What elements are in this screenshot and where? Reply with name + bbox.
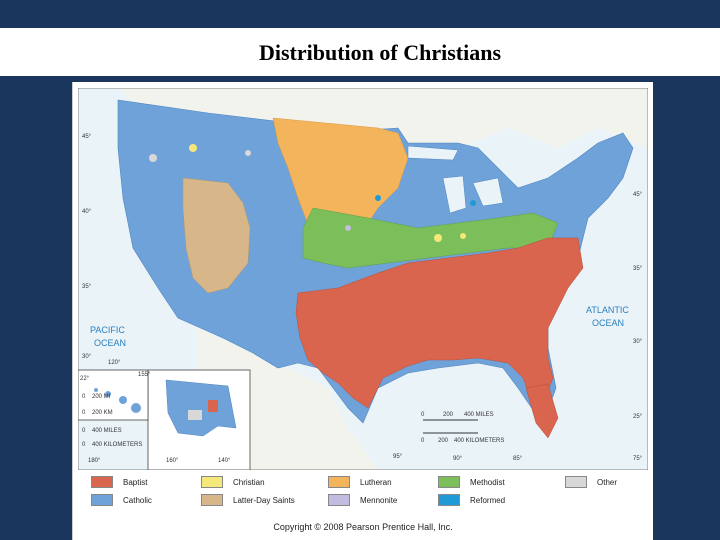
pacific-ocean-label-line1: PACIFIC — [90, 325, 125, 335]
legend-swatch — [438, 476, 460, 488]
legend-item-lutheran: Lutheran — [328, 474, 392, 490]
lon-140-label: 140° — [218, 458, 231, 464]
legend-item-catholic: Catholic — [91, 492, 152, 508]
hawaii-scale-bar: 0 200 MI 0 200 KM — [82, 394, 113, 416]
christian-spot — [460, 233, 466, 239]
lat-30-right-label: 30° — [633, 339, 643, 345]
main-scale-miles-400: 400 MILES — [464, 412, 494, 418]
mennonite-spot — [345, 225, 351, 231]
legend-label: Reformed — [470, 495, 506, 505]
title-band — [0, 28, 720, 76]
copyright-text: Copyright © 2008 Pearson Prentice Hall, … — [273, 522, 453, 532]
alaska-scale-miles-0: 0 — [82, 428, 86, 434]
atlantic-ocean-label-line2: OCEAN — [592, 318, 624, 328]
main-scale-km-400: 400 KILOMETERS — [454, 438, 504, 444]
alaska-catholic — [165, 379, 237, 437]
florida-baptist — [525, 383, 559, 439]
hawaii-scale-km-0: 0 — [82, 410, 86, 416]
lon-155-label: 155° — [138, 372, 151, 378]
legend-label: Latter-Day Saints — [233, 495, 295, 505]
legend-label: Lutheran — [360, 477, 392, 487]
slide-title: Distribution of Christians — [258, 40, 502, 65]
main-scale-miles-200: 200 — [443, 412, 454, 418]
legend-swatch — [438, 494, 460, 506]
legend-swatch — [328, 476, 350, 488]
lake-huron — [472, 177, 504, 207]
legend-label: Mennonite — [360, 495, 398, 505]
methodist-region — [302, 207, 559, 269]
lat-45-right-label: 45° — [633, 192, 643, 198]
main-scale-bar: 0 200 400 MILES 0 200 400 KILOMETERS — [421, 412, 504, 444]
hawaii-island — [94, 388, 98, 392]
main-scale-miles-0: 0 — [421, 412, 425, 418]
lake-superior — [407, 145, 459, 161]
legend-item-methodist: Methodist — [438, 474, 505, 490]
legend: Baptist Catholic Christian Latter-Day Sa… — [83, 470, 653, 518]
main-scale-km-200: 200 — [438, 438, 449, 444]
latter-day-saints-region — [182, 177, 251, 294]
legend-label: Christian — [233, 477, 265, 487]
hawaii-island — [131, 403, 141, 413]
lon-75-label: 75° — [633, 456, 643, 462]
canada-region — [118, 88, 648, 148]
atlantic-ocean-label-line1: ATLANTIC — [586, 305, 629, 315]
lon-180-label: 180° — [88, 458, 101, 464]
lat-30-label: 30° — [82, 354, 92, 360]
legend-item-other: Other — [565, 474, 617, 490]
hawaii-island — [105, 391, 111, 397]
lat-35-label: 35° — [82, 284, 92, 290]
reformed-spot — [375, 195, 381, 201]
lat-40-label: 40° — [82, 209, 92, 215]
legend-swatch — [328, 494, 350, 506]
alaska-baptist — [208, 400, 218, 412]
main-scale-km-0: 0 — [421, 438, 425, 444]
christian-spot — [189, 144, 197, 152]
hawaii-scale-km-200: 200 KM — [92, 410, 113, 416]
alaska-scale-km-400: 400 KILOMETERS — [92, 442, 142, 448]
lon-120-label: 120° — [108, 360, 121, 366]
us-religion-map: PACIFIC OCEAN ATLANTIC OCEAN 45° 40° 35°… — [78, 88, 648, 470]
lon-85-label: 85° — [513, 456, 523, 462]
lat-35-right-label: 35° — [633, 266, 643, 272]
christian-spot — [434, 234, 442, 242]
hawaii-scale-miles-0: 0 — [82, 394, 86, 400]
pacific-ocean-label-line2: OCEAN — [94, 338, 126, 348]
legend-item-baptist: Baptist — [91, 474, 147, 490]
reformed-spot — [470, 200, 476, 206]
lon-160-label: 160° — [166, 458, 179, 464]
legend-item-latter-day-saints: Latter-Day Saints — [201, 492, 295, 508]
legend-swatch — [201, 494, 223, 506]
legend-item-mennonite: Mennonite — [328, 492, 397, 508]
lake-michigan — [442, 175, 467, 214]
legend-label: Other — [597, 477, 618, 487]
lon-90-label: 90° — [453, 456, 463, 462]
legend-swatch — [201, 476, 223, 488]
legend-item-christian: Christian — [201, 474, 265, 490]
alaska-scale-bar: 0 400 MILES 0 400 KILOMETERS — [82, 428, 142, 448]
lon-95-label: 95° — [393, 454, 403, 460]
lat-22-label: 22° — [80, 376, 90, 382]
legend-label: Baptist — [123, 477, 148, 487]
legend-swatch — [91, 494, 113, 506]
other-spot — [245, 150, 251, 156]
alaska-other — [188, 410, 202, 420]
legend-swatch — [565, 476, 587, 488]
lat-45-label: 45° — [82, 134, 92, 140]
lat-25-label: 25° — [633, 414, 643, 420]
legend-item-reformed: Reformed — [438, 492, 505, 508]
legend-swatch — [91, 476, 113, 488]
map-frame: PACIFIC OCEAN ATLANTIC OCEAN 45° 40° 35°… — [78, 88, 653, 540]
alaska-scale-miles-400: 400 MILES — [92, 428, 122, 434]
figure-panel: PACIFIC OCEAN ATLANTIC OCEAN 45° 40° 35°… — [72, 82, 653, 540]
other-spot — [149, 154, 157, 162]
legend-label: Catholic — [123, 495, 152, 505]
alaska-scale-km-0: 0 — [82, 442, 86, 448]
hawaii-scale-miles-200: 200 MI — [92, 394, 111, 400]
hawaii-island — [119, 396, 127, 404]
legend-label: Methodist — [470, 477, 505, 487]
